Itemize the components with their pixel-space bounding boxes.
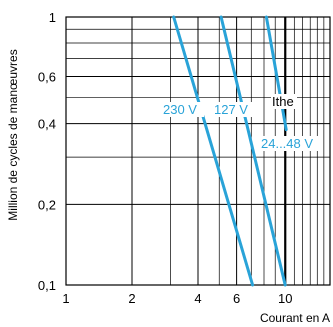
x-tick-labels: 1 2 4 6 10	[62, 291, 292, 306]
x-tick-label: 2	[128, 291, 135, 306]
y-axis-label: Million de cycles de manœuvres	[6, 49, 20, 220]
series-24-48v-line	[264, 15, 288, 132]
x-tick-label: 4	[194, 291, 201, 306]
x-tick-label: 10	[278, 291, 292, 306]
series-label-230v-background	[162, 102, 204, 117]
series-label-24-48v: 24...48 V	[261, 136, 313, 151]
curves	[172, 15, 288, 287]
y-tick-label: 0,6	[38, 69, 56, 84]
y-tick-label: 0,4	[38, 117, 56, 132]
series-label-230v: 230 V	[163, 102, 197, 117]
series-label-127v: 127 V	[214, 102, 248, 117]
plot-frame	[65, 16, 331, 286]
x-tick-label: 6	[233, 291, 240, 306]
ithe-label: Ithe	[272, 94, 294, 109]
series-label-127v-background	[213, 102, 255, 117]
series-label-24-48v-background	[260, 136, 322, 151]
y-tick-label: 0,1	[38, 278, 56, 293]
y-tick-label: 0,2	[38, 197, 56, 212]
ithe-label-background	[271, 94, 297, 109]
series-127v-line	[219, 15, 287, 287]
x-axis-label: Courant en A	[260, 311, 330, 325]
labels: Ithe 230 V 127 V 24...48 V	[162, 94, 322, 151]
y-tick-label: 1	[49, 10, 56, 25]
x-tick-label: 1	[62, 291, 69, 306]
series-230v-line	[172, 15, 255, 287]
y-tick-labels: 0,1 0,2 0,4 0,6 1	[38, 10, 56, 293]
